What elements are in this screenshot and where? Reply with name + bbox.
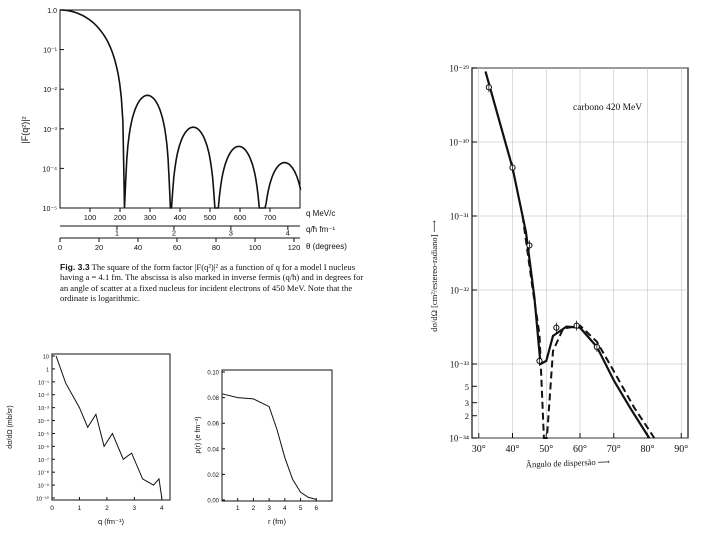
- charge-density-xtick-label: 3: [267, 505, 271, 512]
- q-tick-label: 700: [264, 213, 277, 222]
- charge-density-xtick-label: 5: [299, 505, 303, 512]
- figure-caption: Fig. 3.3 The square of the form factor |…: [60, 262, 365, 304]
- charge-density-frame: [221, 369, 333, 502]
- carbon-xtick-label: 90°: [674, 444, 688, 455]
- form-factor-ytick-label: 10⁻³: [43, 127, 57, 134]
- degree-tick-label: 20: [95, 243, 103, 252]
- carbon-cross-section-plot: 10⁻²⁹ 10⁻³⁰ 10⁻³¹ 10⁻³² 10⁻³³ 5 3 2 10⁻³⁴ 30° 40°…: [429, 64, 689, 470]
- degree-tick-label: 40: [134, 243, 142, 252]
- carbon-annotation: carbono 420 MeV: [573, 103, 642, 113]
- cross-section-q-ytick-label: 1: [46, 367, 49, 373]
- invfm-tick-label: 2: [172, 229, 176, 238]
- axis-row-invfm-label: q/ħ fm⁻¹: [306, 225, 335, 234]
- charge-density-ytick-label: 0.06: [207, 422, 219, 428]
- carbon-ytick-label: 10⁻³³: [450, 360, 469, 370]
- cross-section-q-xlabel: q (fm⁻¹): [98, 517, 125, 526]
- form-factor-ytick-label: 10⁻²: [43, 87, 57, 94]
- charge-density-ylabel: ρ(r) (e fm⁻³): [195, 416, 202, 453]
- carbon-xtick-label: 70°: [607, 444, 621, 455]
- cross-section-q-plot: 10110⁻¹10⁻²10⁻³10⁻⁴10⁻⁵10⁻⁶10⁻⁷10⁻⁸10⁻⁹1…: [7, 353, 171, 526]
- invfm-tick-label: 1: [115, 229, 119, 238]
- axis-row-degrees-label: θ (degrees): [306, 242, 347, 251]
- q-tick-label: 600: [234, 213, 247, 222]
- charge-density-ytick-label: 0.02: [207, 473, 219, 479]
- q-tick-label: 400: [174, 213, 187, 222]
- caption-label: Fig. 3.3: [60, 262, 90, 272]
- carbon-xtick-label: 80°: [641, 444, 655, 455]
- form-factor-ytick-label: 10⁻⁵: [43, 206, 57, 213]
- cross-section-q-curve: [55, 355, 163, 499]
- q-tick-label: 200: [114, 213, 127, 222]
- form-factor-ytick-label: 1.0: [47, 8, 57, 15]
- charge-density-xtick-label: 1: [236, 505, 240, 512]
- cross-section-q-ytick-label: 10⁻⁸: [38, 470, 49, 477]
- carbon-ytick-label: 10⁻³⁴: [449, 434, 469, 444]
- degree-tick-label: 60: [173, 243, 181, 252]
- carbon-xtick-label: 60°: [573, 444, 587, 455]
- cross-section-q-frame: [51, 353, 171, 501]
- carbon-ytick-label: 10⁻³¹: [450, 212, 469, 222]
- carbon-ytick-label: 10⁻²⁹: [449, 64, 469, 74]
- charge-density-plot: 0.00 0.02 0.04 0.06 0.08 0.10 1 2 3 4 5 6 ρ(r) (e …: [195, 369, 333, 526]
- axis-row-q-label: q MeV/c: [306, 209, 335, 218]
- carbon-solid-curve: [484, 71, 651, 439]
- degree-tick-label: 100: [249, 243, 262, 252]
- cross-section-q-xtick-label: 1: [78, 505, 82, 512]
- charge-density-xtick-label: 2: [252, 505, 256, 512]
- cross-section-q-xtick-label: 3: [133, 505, 137, 512]
- charge-density-xtick-label: 4: [283, 505, 287, 512]
- carbon-xtick-label: 50°: [539, 444, 553, 455]
- form-factor-curve: [60, 9, 302, 209]
- degree-tick-label: 0: [58, 243, 62, 252]
- charge-density-ytick-label: 0.08: [207, 396, 219, 402]
- cross-section-q-ytick-label: 10⁻⁹: [38, 483, 49, 490]
- carbon-xtick-label: 30°: [472, 444, 486, 455]
- form-factor-plot: 1.010⁻¹10⁻²10⁻³10⁻⁴10⁻⁵ |F(q²)|² 100 200 3…: [20, 8, 347, 252]
- cross-section-q-ytick-label: 10⁻¹⁰: [36, 496, 50, 503]
- cross-section-q-ytick-label: 10⁻³: [38, 406, 49, 412]
- cross-section-q-ytick-label: 10⁻¹: [38, 380, 49, 386]
- carbon-xtick-label: 40°: [506, 444, 520, 455]
- charge-density-ytick-label: 0.00: [207, 499, 219, 505]
- degree-tick-label: 80: [212, 243, 220, 252]
- form-factor-ytick-label: 10⁻¹: [43, 48, 57, 55]
- caption-text: The square of the form factor |F(q²)|² a…: [60, 262, 364, 304]
- charge-density-ytick-label: 0.10: [207, 371, 219, 377]
- cross-section-q-ytick-label: 10⁻⁶: [38, 444, 49, 451]
- carbon-ytick-label: 10⁻³²: [450, 286, 469, 296]
- cross-section-q-ylabel: dσ/dΩ (mb/sr): [7, 405, 14, 448]
- carbon-ytick-label: 10⁻³⁰: [449, 138, 469, 148]
- carbon-ytick-label: 2: [465, 411, 469, 421]
- cross-section-q-ytick-label: 10⁻²: [38, 393, 49, 399]
- carbon-dashed-curve: [521, 215, 656, 439]
- charge-density-curve: [221, 393, 317, 500]
- carbon-ylabel: dσ/dΩ [cm²/estereo-radiano] ⟶: [429, 220, 439, 332]
- cross-section-q-xtick-label: 2: [105, 505, 109, 512]
- form-factor-frame: [59, 9, 301, 209]
- cross-section-q-ytick-label: 10⁻⁴: [38, 418, 50, 425]
- charge-density-ytick-label: 0.04: [207, 447, 219, 453]
- cross-section-q-ytick-label: 10⁻⁵: [38, 431, 49, 438]
- invfm-tick-label: 4: [286, 229, 290, 238]
- carbon-ytick-label: 3: [465, 398, 469, 408]
- form-factor-ylabel: |F(q²)|²: [20, 116, 30, 143]
- cross-section-q-ytick-label: 10⁻⁷: [38, 457, 49, 464]
- carbon-ytick-label: 5: [465, 382, 469, 392]
- carbon-xlabel: Ângulo de dispersão ⟶: [526, 457, 610, 470]
- q-tick-label: 300: [144, 213, 157, 222]
- degree-tick-label: 120: [288, 243, 301, 252]
- cross-section-q-xtick-label: 0: [50, 505, 54, 512]
- cross-section-q-xtick-label: 4: [160, 505, 164, 512]
- invfm-tick-label: 3: [229, 229, 233, 238]
- charge-density-xtick-label: 6: [314, 505, 318, 512]
- charge-density-xlabel: r (fm): [268, 517, 286, 526]
- form-factor-ytick-label: 10⁻⁴: [43, 166, 58, 173]
- q-tick-label: 500: [204, 213, 217, 222]
- q-tick-label: 100: [84, 213, 97, 222]
- cross-section-q-ytick-label: 10: [43, 355, 49, 361]
